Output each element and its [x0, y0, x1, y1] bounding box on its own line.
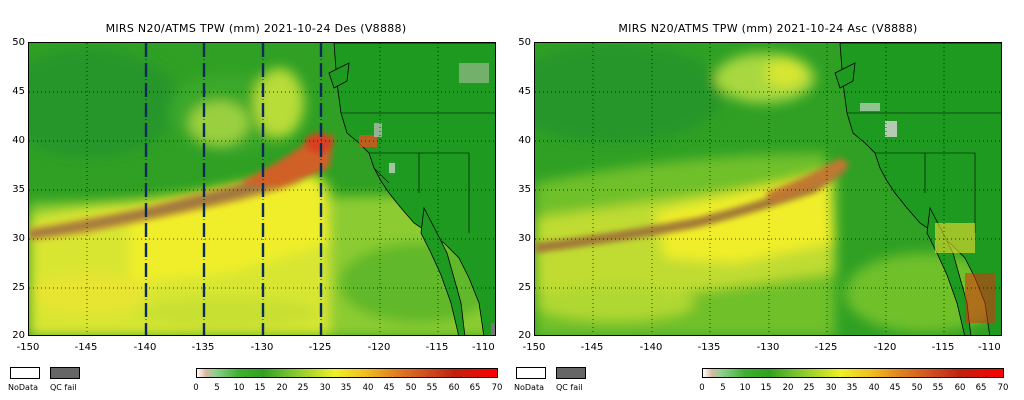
colorbar-tick: 35: [340, 383, 352, 393]
colorbar-tick: 60: [448, 383, 460, 393]
lon-label: -110: [472, 342, 495, 353]
nodata-swatch: [516, 367, 546, 379]
qcfail-swatch: [556, 367, 586, 379]
lon-label: -125: [814, 342, 838, 353]
lat-label: 25: [12, 282, 25, 293]
tpw-map-des: [28, 42, 496, 336]
colorbar-tick: 10: [233, 383, 245, 393]
colorbar-tick: 60: [954, 383, 966, 393]
colorbar-tick: 20: [782, 383, 794, 393]
colorbar-tick: 45: [889, 383, 901, 393]
colorbar-tick: 70: [997, 383, 1009, 393]
lon-label: -120: [873, 342, 897, 353]
lon-label: -130: [250, 342, 274, 353]
colorbar-tick: 10: [739, 383, 751, 393]
qc-fail-pixels: [491, 323, 495, 335]
panel-title: MIRS N20/ATMS TPW (mm) 2021-10-24 Asc (V…: [618, 22, 918, 35]
lat-label: 25: [518, 282, 531, 293]
lon-label: -140: [639, 342, 663, 353]
colorbar-tick: 25: [297, 383, 309, 393]
colorbar-tick: 5: [214, 383, 220, 393]
colorbar-tick: 0: [699, 383, 705, 393]
lat-label: 35: [518, 184, 531, 195]
lat-label: 20: [12, 330, 25, 341]
lon-label: -135: [697, 342, 721, 353]
colorbar-tick: 35: [846, 383, 858, 393]
lon-label: -110: [978, 342, 1001, 353]
land: [834, 43, 1001, 335]
colorbar-tick: 25: [803, 383, 815, 393]
colorbar-tick: 5: [720, 383, 726, 393]
lon-label: -145: [74, 342, 98, 353]
ascending-panel: MIRS N20/ATMS TPW (mm) 2021-10-24 Asc (V…: [512, 0, 1024, 400]
lon-label: -145: [580, 342, 604, 353]
lon-label: -120: [367, 342, 391, 353]
colorbar-tick: 15: [254, 383, 266, 393]
colorbar: [196, 368, 498, 378]
lat-label: 40: [518, 135, 531, 146]
lat-label: 30: [518, 233, 531, 244]
colorbar-tick: 30: [825, 383, 837, 393]
gridlines: [535, 43, 1001, 335]
lon-label: -115: [931, 342, 955, 353]
lon-label: -130: [756, 342, 780, 353]
atmospheric-river: [535, 158, 850, 253]
lat-label: 50: [12, 37, 25, 48]
lon-label: -115: [425, 342, 449, 353]
colorbar-tick: 70: [491, 383, 503, 393]
colorbar-tick: 20: [276, 383, 288, 393]
lat-label: 30: [12, 233, 25, 244]
colorbar-tick: 65: [469, 383, 481, 393]
lat-label: 45: [518, 86, 531, 97]
colorbar-tick: 15: [760, 383, 772, 393]
cross-section-lines: [144, 43, 323, 335]
land: [328, 43, 495, 335]
descending-panel: MIRS N20/ATMS TPW (mm) 2021-10-24 Des (V…: [8, 22, 503, 393]
lat-label: 45: [12, 86, 25, 97]
lat-label: 35: [12, 184, 25, 195]
colorbar-tick: 45: [383, 383, 395, 393]
colorbar-tick: 55: [932, 383, 944, 393]
lat-label: 40: [12, 135, 25, 146]
colorbar-tick: 50: [911, 383, 923, 393]
colorbar: [702, 368, 1004, 378]
lon-label: -135: [191, 342, 215, 353]
colorbar-tick: 30: [319, 383, 331, 393]
lat-label: 50: [518, 37, 531, 48]
lat-label: 20: [518, 330, 531, 341]
nodata-label: NoData: [8, 383, 38, 392]
nodata-label: NoData: [514, 383, 544, 392]
nodata-swatch: [10, 367, 40, 379]
lon-label: -140: [133, 342, 157, 353]
qcfail-label: QC fail: [556, 383, 583, 392]
colorbar-tick: 0: [193, 383, 199, 393]
colorbar-tick: 50: [405, 383, 417, 393]
colorbar-tick: 55: [426, 383, 438, 393]
tpw-map-asc: [534, 42, 1002, 336]
qcfail-label: QC fail: [50, 383, 77, 392]
lon-label: -150: [522, 342, 546, 353]
colorbar-tick: 65: [975, 383, 987, 393]
colorbar-tick: 40: [362, 383, 374, 393]
lon-label: -125: [308, 342, 332, 353]
qcfail-swatch: [50, 367, 80, 379]
colorbar-tick: 40: [868, 383, 880, 393]
lon-label: -150: [16, 342, 40, 353]
panel-title: MIRS N20/ATMS TPW (mm) 2021-10-24 Des (V…: [105, 22, 407, 35]
